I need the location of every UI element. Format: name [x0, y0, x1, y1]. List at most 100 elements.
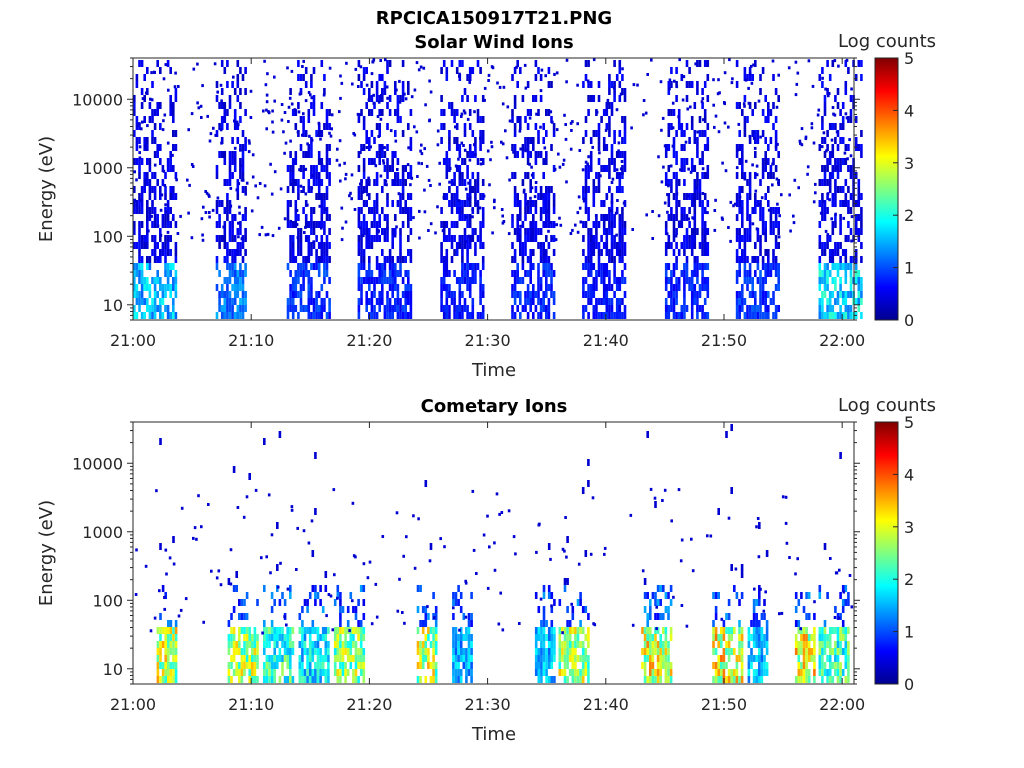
heatmap-cell [282, 130, 285, 134]
heatmap-cell [574, 676, 577, 683]
heatmap-cell [481, 95, 485, 102]
x-tick-label: 21:40 [583, 331, 629, 350]
heatmap-cell [388, 109, 392, 116]
heatmap-cell [732, 204, 735, 208]
heatmap-cell [799, 141, 802, 145]
heatmap-cell [529, 270, 532, 277]
heatmap-cell [412, 514, 415, 518]
heatmap-cell [767, 208, 771, 212]
heatmap-cell [464, 579, 467, 583]
heatmap-cell [239, 144, 242, 151]
heatmap-cell [532, 144, 535, 151]
heatmap-cell [698, 60, 702, 67]
heatmap-cell [383, 235, 387, 242]
heatmap-cell [470, 676, 473, 683]
heatmap-cell [159, 249, 162, 256]
heatmap-cell [307, 312, 311, 319]
heatmap-cell [325, 235, 329, 242]
heatmap-cell [362, 172, 366, 179]
heatmap-cell [241, 186, 245, 193]
heatmap-cell [696, 130, 699, 134]
heatmap-cell [847, 676, 850, 683]
heatmap-cell [468, 284, 472, 291]
heatmap-cell [156, 242, 159, 249]
heatmap-cell [360, 207, 363, 214]
heatmap-cell [860, 214, 863, 221]
heatmap-cell [683, 214, 686, 221]
heatmap-cell [159, 641, 162, 648]
heatmap-cell [667, 88, 671, 95]
heatmap-cell [767, 102, 770, 109]
heatmap-cell [761, 312, 765, 319]
heatmap-cell [253, 634, 257, 641]
heatmap-cell [360, 242, 363, 249]
heatmap-cell [302, 123, 305, 130]
heatmap-cell [641, 627, 644, 634]
heatmap-cell [445, 298, 449, 305]
heatmap-cell [378, 291, 381, 298]
heatmap-cell [839, 277, 842, 284]
heatmap-cell [359, 65, 363, 69]
heatmap-cell [307, 277, 311, 284]
heatmap-cell [226, 214, 229, 221]
heatmap-cell [534, 123, 538, 130]
heatmap-cell [701, 97, 705, 101]
heatmap-cell [470, 592, 473, 599]
heatmap-cell [659, 655, 662, 662]
heatmap-cell [664, 312, 668, 319]
heatmap-cell [216, 90, 219, 94]
heatmap-cell [582, 291, 585, 298]
heatmap-cell [776, 142, 779, 146]
heatmap-cell [831, 277, 835, 284]
heatmap-cell [576, 83, 579, 87]
heatmap-cell [511, 305, 514, 312]
heatmap-cell [740, 592, 744, 599]
heatmap-cell [542, 669, 546, 676]
heatmap-cell [239, 88, 242, 95]
heatmap-cell [774, 284, 778, 291]
heatmap-cell [714, 627, 718, 634]
heatmap-cell [529, 277, 532, 284]
heatmap-cell [404, 291, 407, 298]
heatmap-cell [164, 63, 168, 67]
heatmap-cell [680, 221, 684, 228]
heatmap-cell [754, 137, 757, 144]
heatmap-cell [738, 641, 741, 648]
heatmap-cell [302, 284, 305, 291]
heatmap-cell [539, 242, 543, 249]
heatmap-cell [720, 627, 723, 634]
heatmap-cell [381, 277, 384, 284]
heatmap-cell [690, 200, 694, 207]
heatmap-cell [424, 613, 428, 620]
heatmap-cell [310, 144, 313, 151]
heatmap-cell [587, 662, 590, 669]
heatmap-cell [529, 305, 532, 312]
heatmap-cell [327, 669, 330, 676]
heatmap-cell [771, 59, 775, 63]
heatmap-cell [513, 291, 517, 298]
heatmap-cell [693, 130, 697, 137]
heatmap-cell [777, 181, 780, 185]
heatmap-cell [458, 312, 462, 319]
heatmap-cell [513, 312, 517, 319]
heatmap-cell [543, 146, 547, 150]
heatmap-cell [283, 655, 287, 662]
heatmap-cell [156, 305, 159, 312]
heatmap-cell [357, 165, 361, 172]
heatmap-cell [649, 627, 652, 634]
heatmap-cell [164, 221, 167, 228]
heatmap-cell [664, 669, 668, 676]
heatmap-cell [153, 277, 157, 284]
heatmap-cell [301, 648, 304, 655]
heatmap-cell [479, 67, 482, 74]
heatmap-cell [227, 662, 231, 669]
heatmap-cell [448, 235, 451, 242]
heatmap-cell [597, 263, 601, 270]
heatmap-cell [542, 592, 546, 599]
heatmap-cell [166, 284, 170, 291]
heatmap-cell [759, 179, 762, 186]
heatmap-cell [667, 592, 670, 599]
heatmap-cell [754, 151, 757, 158]
heatmap-cell [223, 242, 227, 249]
heatmap-cell [810, 122, 814, 126]
